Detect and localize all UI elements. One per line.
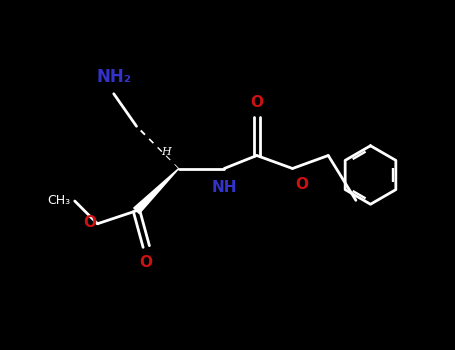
Text: NH: NH (212, 180, 237, 195)
Text: O: O (83, 215, 96, 230)
Text: O: O (140, 255, 153, 270)
Text: NH₂: NH₂ (96, 68, 131, 86)
Polygon shape (134, 168, 179, 214)
Text: O: O (296, 177, 309, 192)
Text: CH₃: CH₃ (47, 195, 70, 208)
Text: H: H (161, 147, 171, 157)
Text: O: O (250, 95, 263, 110)
